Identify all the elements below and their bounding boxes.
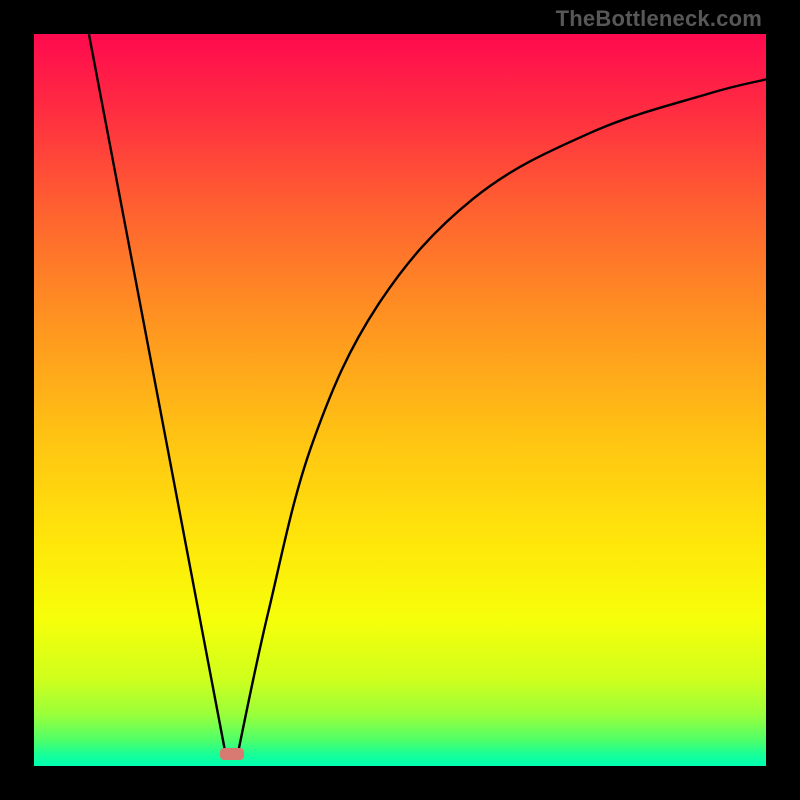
optimal-marker <box>220 748 244 760</box>
curve-layer <box>34 34 766 766</box>
plot-area <box>34 34 766 766</box>
bottleneck-curve <box>89 34 766 755</box>
chart-container: TheBottleneck.com <box>0 0 800 800</box>
watermark-text: TheBottleneck.com <box>556 6 762 32</box>
